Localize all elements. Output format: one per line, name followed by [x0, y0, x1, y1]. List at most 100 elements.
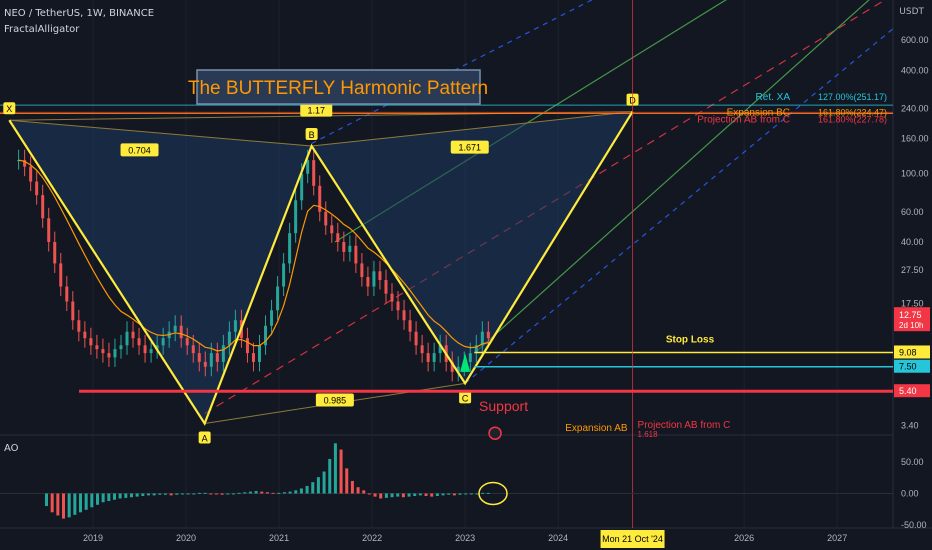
- pattern-point-label: C: [462, 393, 469, 403]
- ao-bar: [152, 493, 156, 496]
- ratio-label: 0.985: [324, 396, 347, 406]
- candle-body: [336, 233, 340, 242]
- candle-body: [264, 325, 268, 346]
- ao-bar: [203, 492, 207, 494]
- ao-bar: [447, 493, 451, 495]
- candle-body: [41, 195, 45, 219]
- fib-level-name: Expansion BC: [727, 107, 790, 118]
- candle-body: [294, 200, 298, 234]
- candle-body: [143, 345, 147, 354]
- candle-body: [245, 338, 249, 354]
- ao-bar: [169, 493, 173, 496]
- candle-body: [360, 263, 364, 278]
- x-tick-label: 2023: [455, 533, 475, 543]
- candle-body: [59, 263, 63, 287]
- ao-bar: [481, 492, 485, 494]
- pattern-point-label: A: [202, 434, 208, 444]
- up-arrow-marker: [460, 353, 471, 372]
- ao-bar: [180, 493, 184, 495]
- ao-bar: [339, 449, 343, 494]
- x-tick-label: 2019: [83, 533, 103, 543]
- candle-body: [426, 353, 430, 362]
- ao-bar: [135, 493, 139, 497]
- ao-bar: [158, 493, 162, 495]
- ao-bar: [333, 443, 337, 494]
- ao-bar: [192, 493, 196, 495]
- x-tick-label: 2021: [269, 533, 289, 543]
- candle-body: [107, 353, 111, 358]
- x-tick-label: 2024: [548, 533, 568, 543]
- candle-body: [432, 353, 436, 362]
- candle-body: [354, 245, 358, 264]
- candle-body: [53, 241, 57, 264]
- ao-bar: [469, 493, 473, 495]
- pattern-xabcd-line: [8, 111, 634, 426]
- candle-body: [438, 345, 442, 354]
- ao-bar: [413, 493, 417, 496]
- ao-bar: [396, 493, 400, 497]
- ao-bar: [197, 492, 201, 494]
- ao-indicator-label: AO: [4, 443, 19, 454]
- candle-body: [348, 245, 352, 252]
- price-tag: [894, 359, 930, 373]
- projection-ratio-label: 1.618: [638, 430, 659, 439]
- fib-level-value: 161.80%(224.47): [818, 107, 887, 117]
- candle-body: [390, 293, 394, 302]
- fib-level-name: Projection AB from C: [697, 114, 790, 125]
- expansion-ab-label: Expansion AB: [565, 423, 628, 434]
- candle-body: [330, 225, 334, 234]
- stop-loss-label: Stop Loss: [666, 334, 715, 345]
- candle-body: [191, 345, 195, 354]
- ao-bar: [294, 490, 298, 494]
- ao-bar: [379, 493, 383, 499]
- candle-body: [480, 331, 484, 346]
- blue-channel-upper: [311, 0, 593, 145]
- ao-bar: [464, 493, 468, 495]
- projection-ab-label: Projection AB from C: [638, 420, 731, 431]
- ratio-badge: [120, 143, 159, 157]
- candle-body: [215, 353, 219, 362]
- ao-bar: [288, 491, 292, 494]
- candle-body: [233, 320, 237, 332]
- y-tick-label: 40.00: [901, 237, 924, 247]
- y-tick-label: 400.00: [901, 65, 929, 75]
- ao-bar: [407, 493, 411, 497]
- ao-bar: [441, 493, 445, 496]
- ao-bar: [45, 493, 49, 507]
- candle-body: [137, 338, 141, 346]
- price-tag: [894, 384, 930, 398]
- x-tick-label: 2020: [176, 533, 196, 543]
- ao-bar: [271, 492, 275, 494]
- ao-bar: [424, 493, 428, 496]
- ao-bar: [107, 493, 111, 502]
- pattern-point-label: B: [309, 130, 315, 140]
- ao-bar: [356, 487, 360, 494]
- ao-bar: [282, 492, 286, 494]
- candle-body: [324, 211, 328, 226]
- fib-level-value: 127.00%(251.17): [818, 92, 887, 102]
- ao-bar: [367, 493, 371, 495]
- ao-bar: [163, 493, 167, 495]
- ao-y-tick-label: 0.00: [901, 488, 919, 498]
- date-cursor-badge: [600, 530, 665, 548]
- candle-body: [227, 331, 231, 346]
- candle-body: [173, 325, 177, 332]
- ao-bar: [401, 493, 405, 498]
- candle-body: [47, 218, 51, 242]
- ao-bar: [475, 493, 479, 495]
- ao-bar: [237, 492, 241, 494]
- candle-body: [185, 338, 189, 346]
- x-tick-label: 2026: [734, 533, 754, 543]
- ao-bar: [362, 490, 366, 494]
- x-tick-label: 2022: [362, 533, 382, 543]
- ao-bar: [277, 492, 281, 494]
- pattern-point-badge: [305, 128, 318, 141]
- ao-bar: [373, 493, 377, 497]
- price-tag-value: 9.08: [899, 347, 917, 357]
- candle-body: [408, 320, 412, 332]
- candle-body: [474, 345, 478, 354]
- ao-bar: [384, 493, 388, 498]
- candle-body: [65, 286, 69, 302]
- ao-bar: [226, 493, 230, 495]
